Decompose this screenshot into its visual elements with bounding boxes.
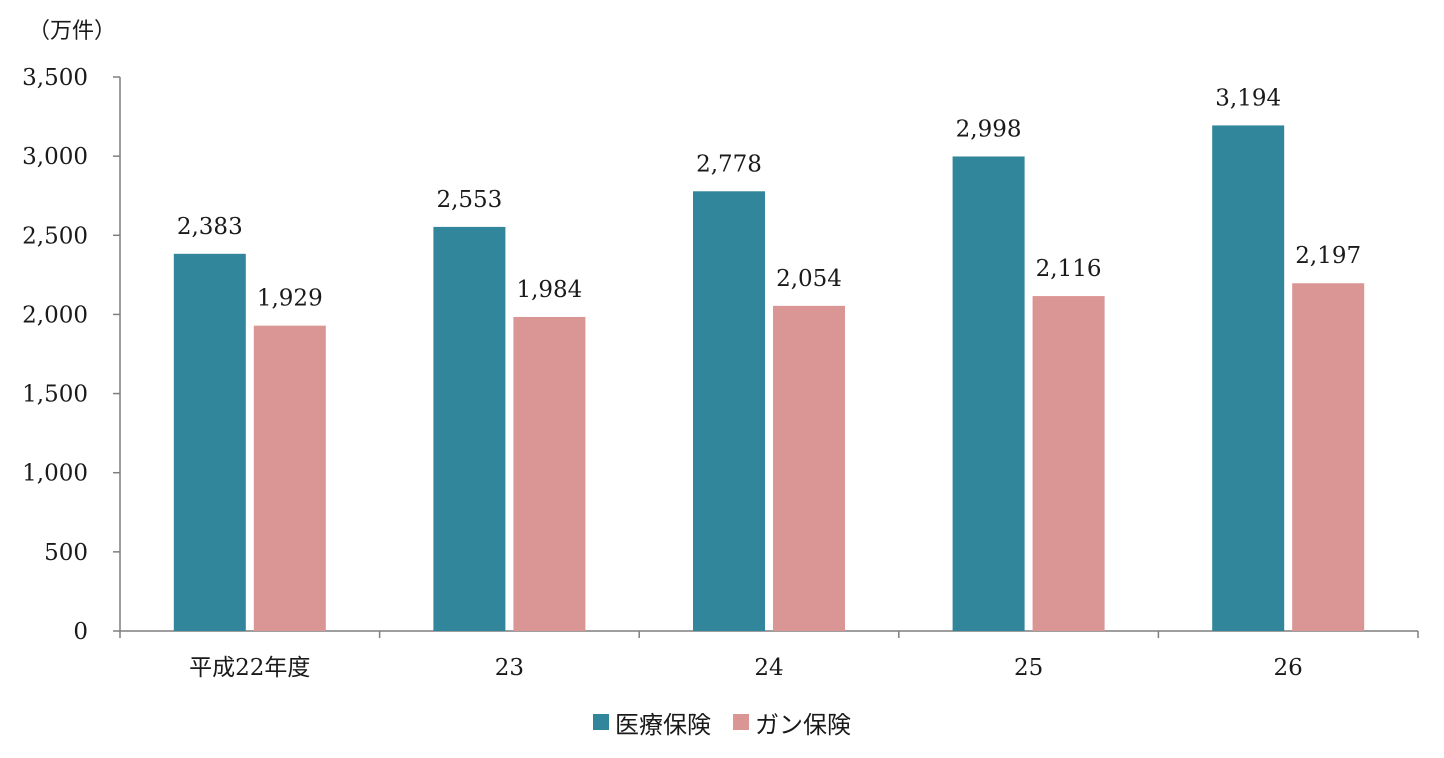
x-tick-label: 25 xyxy=(1014,655,1043,681)
bar-medical xyxy=(693,191,765,631)
bar-cancer xyxy=(773,305,845,631)
bar-medical xyxy=(952,156,1025,632)
data-label-medical: 2,383 xyxy=(177,214,243,240)
data-labels: 2,383 1,929 2,553 1,984 2,778 2,054 2,998 2,116… xyxy=(177,85,1361,311)
data-label-medical: 2,778 xyxy=(696,151,762,177)
legend-label-medical: 医療保険 xyxy=(615,710,711,739)
data-label-cancer: 2,197 xyxy=(1295,243,1361,269)
y-unit-label: （万件） xyxy=(28,19,116,44)
data-label-cancer: 2,116 xyxy=(1036,256,1102,282)
y-tick-label: 500 xyxy=(44,540,88,566)
x-tick-label: 平成22年度 xyxy=(189,655,310,681)
bar-chart-svg: （万件） 05001,0001,5002,0002,5003,0003,500 … xyxy=(22,19,1419,681)
data-label-medical: 2,553 xyxy=(436,187,502,213)
x-axis: 平成22年度 23 24 25 26 xyxy=(119,630,1419,681)
legend: 医療保険 ガン保険 xyxy=(0,702,1444,742)
bar-medical xyxy=(433,226,506,631)
legend-item-medical: 医療保険 xyxy=(593,705,711,740)
y-axis: 0 500 1,000 1,500 2,000 2,500 3,000 3,500 xyxy=(22,65,121,645)
data-label-cancer: 1,984 xyxy=(516,277,582,303)
data-label-medical: 3,194 xyxy=(1215,85,1281,111)
data-label-cancer: 1,929 xyxy=(257,286,323,312)
y-tick-label: 1,500 xyxy=(22,382,88,408)
x-tick-label: 23 xyxy=(495,655,524,681)
legend-swatch-medical xyxy=(593,714,609,730)
x-tick-label: 24 xyxy=(754,655,783,681)
bar-medical xyxy=(1212,125,1285,631)
y-tick-label: 2,500 xyxy=(22,223,88,249)
legend-item-cancer: ガン保険 xyxy=(733,705,851,740)
y-tick-label: 3,000 xyxy=(22,144,88,170)
y-tick-label: 3,500 xyxy=(22,65,88,91)
x-tick-label: 26 xyxy=(1274,655,1303,681)
bar-medical xyxy=(173,253,246,631)
bar-cancer xyxy=(1292,283,1365,631)
legend-label-cancer: ガン保険 xyxy=(755,710,851,739)
bar-cancer xyxy=(253,325,326,631)
data-label-cancer: 2,054 xyxy=(776,266,842,292)
bars xyxy=(173,125,1365,632)
data-label-medical: 2,998 xyxy=(956,116,1022,142)
legend-swatch-cancer xyxy=(733,714,749,730)
bar-cancer xyxy=(513,316,586,631)
y-tick-label: 2,000 xyxy=(22,302,88,328)
bar-cancer xyxy=(1032,296,1105,631)
y-tick-label: 0 xyxy=(73,619,88,645)
y-tick-label: 1,000 xyxy=(22,461,88,487)
